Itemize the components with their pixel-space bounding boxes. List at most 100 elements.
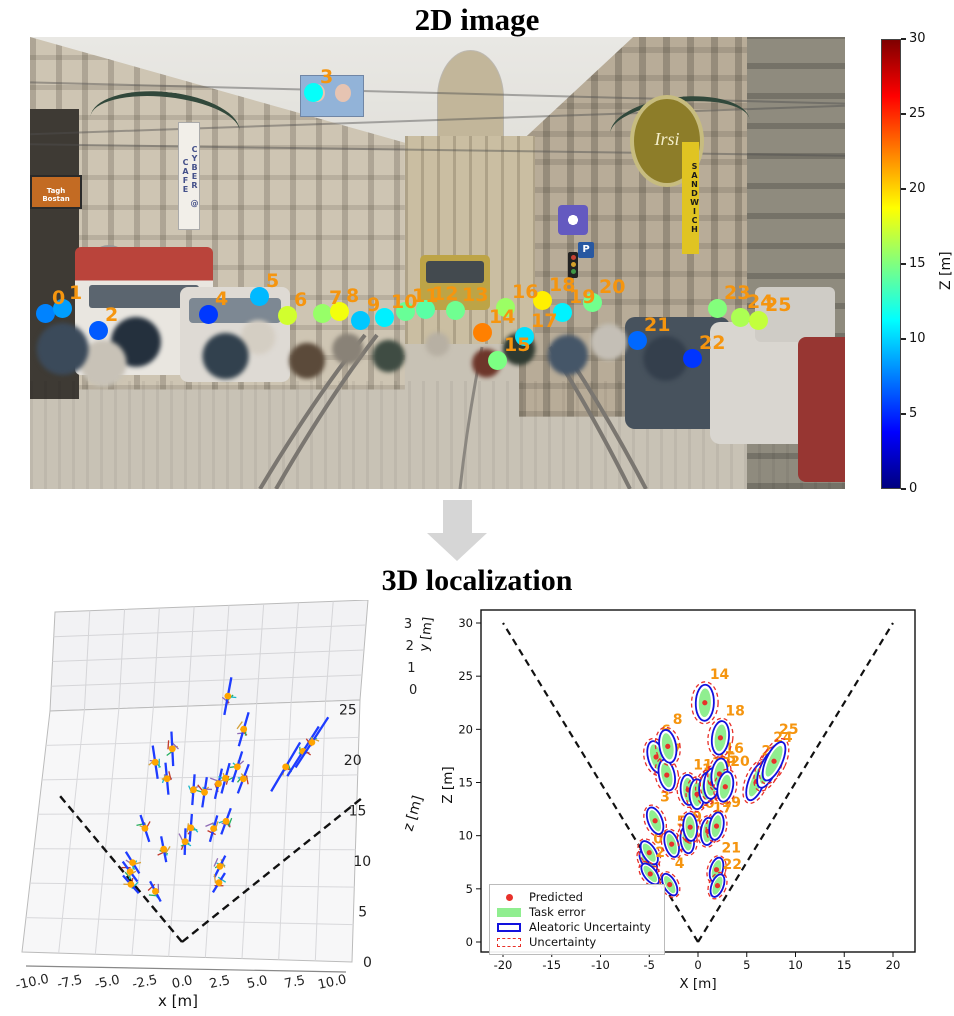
predicted-point-3d [151, 758, 159, 766]
wall-grid-line [152, 607, 160, 708]
detection-label-2: 2 [105, 304, 119, 326]
detection-dot-16 [495, 297, 515, 317]
z-tick-label: 5 [466, 882, 473, 896]
wall-grid-line [221, 605, 230, 705]
bev-label-4: 4 [675, 856, 685, 872]
x-tick-label: 5 [743, 958, 750, 972]
floor-grid-line [37, 811, 357, 815]
detection-dot-11 [395, 301, 415, 321]
uncertainty-ellipse [690, 681, 719, 725]
wall-grid-line [118, 609, 126, 709]
detection-label-20: 20 [599, 276, 626, 298]
legend-row: Uncertainty [496, 935, 658, 949]
detection-label-10: 10 [391, 291, 418, 313]
wall-grid-line [256, 603, 265, 704]
colorbar-tick-mark [901, 263, 906, 265]
colorbar-tick-mark [901, 413, 906, 415]
wall-grid-line [51, 674, 363, 687]
floor-grid-line [29, 882, 355, 888]
predicted-point [646, 850, 652, 856]
x-axis-label: x [m] [158, 992, 198, 1010]
legend-symbol-dot [496, 893, 522, 901]
z-tick-label: 30 [458, 616, 473, 630]
x-tick-label: -10 [591, 958, 610, 972]
colorbar-tick-mark [901, 113, 906, 115]
uncertainty-ellipse [679, 810, 702, 844]
detection-ellipses-25 [758, 738, 790, 785]
predicted-point-3d [240, 725, 248, 733]
x-tick-label: 5.0 [246, 973, 269, 992]
floor-grid-line [131, 707, 154, 956]
detection-label-13: 13 [462, 284, 489, 306]
x-tick-label: -5.0 [93, 973, 121, 993]
y-axis-label: y [m] [417, 616, 436, 652]
predicted-point-3d [201, 788, 208, 796]
z-tick-label: 25 [339, 703, 357, 719]
uncertainty-ellipse [654, 726, 681, 767]
detection-ellipses-18 [707, 717, 734, 758]
uncertainty-ellipse [637, 838, 662, 868]
colorbar-tick-label: 10 [909, 331, 926, 346]
x-axis-line [25, 965, 347, 973]
plot-3d-scatter: -10.0 -7.5 -5.0 -2.5 0.0 2.5 5.0 7.5 10.00510152… [14, 600, 436, 1010]
y-tick-label: 3 [404, 617, 412, 632]
fov-dashed-line [697, 622, 894, 943]
legend-symbol-outline [496, 922, 522, 932]
floor-grid-line [33, 848, 356, 851]
billboard-face [335, 84, 351, 102]
legend-row: Task error [496, 905, 658, 919]
detection-label-8: 8 [346, 285, 360, 307]
x-tick-label: -7.5 [56, 973, 84, 993]
predicted-point [652, 818, 658, 824]
purple-sign [558, 205, 588, 235]
z-tick-label: 15 [458, 776, 473, 790]
detection-ellipses-14 [690, 681, 719, 725]
bev-label-21: 21 [722, 840, 741, 856]
sandwich-sign: SANDWICH [682, 142, 699, 254]
skeleton-stroke [164, 846, 171, 855]
bev-label-5: 5 [677, 814, 687, 830]
y-tick-label: 2 [406, 639, 414, 654]
x-tick-label: -5 [644, 958, 655, 972]
predicted-point-3d [152, 888, 159, 895]
detection-dot-10 [374, 307, 394, 327]
floor-grid-line [314, 701, 327, 961]
x-tick-label: -20 [494, 958, 513, 972]
colorbar-tick-label: 15 [909, 256, 926, 271]
colorbar-tick-label: 30 [909, 31, 926, 46]
bev-label-3: 3 [660, 790, 670, 806]
z-tick-label: 20 [344, 753, 362, 769]
colorbar-tick-label: 5 [909, 406, 918, 421]
predicted-point-3d [187, 824, 195, 832]
floor-grid-line [278, 702, 292, 960]
colorbar-tick-mark [901, 338, 906, 340]
predicted-point-3d [222, 774, 229, 782]
legend-label: Aleatoric Uncertainty [529, 920, 651, 934]
predicted-point [669, 841, 675, 847]
parking-sign: P [578, 242, 594, 258]
detection-ellipses-8 [654, 726, 681, 767]
detection-dot-19 [552, 302, 572, 322]
floor-grid-line [94, 708, 120, 955]
bev-label-0: 0 [653, 832, 663, 848]
x-axis-label: X [m] [679, 976, 716, 992]
detection-label-9: 9 [367, 294, 381, 316]
predicted-point [665, 743, 671, 749]
uncertainty-ellipse [707, 871, 728, 900]
predicted-point [664, 772, 670, 778]
detection-ellipses-2 [638, 860, 663, 888]
y-tick-label: 1 [407, 661, 415, 676]
bev-label-22: 22 [723, 857, 742, 873]
detection-ellipses-3 [643, 804, 668, 838]
x-tick-label: 0 [694, 958, 701, 972]
detection-label-16: 16 [512, 281, 539, 303]
x-tick-label: -10.0 [14, 972, 50, 994]
skeleton-stroke [227, 817, 233, 827]
detection-dot-2 [88, 320, 108, 340]
detection-dot-6 [277, 305, 297, 325]
floor-grid-line [25, 917, 354, 926]
z-axis-label: Z [m] [440, 766, 456, 803]
x-tick-label: 10.0 [317, 972, 348, 993]
x-tick-label: 7.5 [283, 973, 306, 992]
